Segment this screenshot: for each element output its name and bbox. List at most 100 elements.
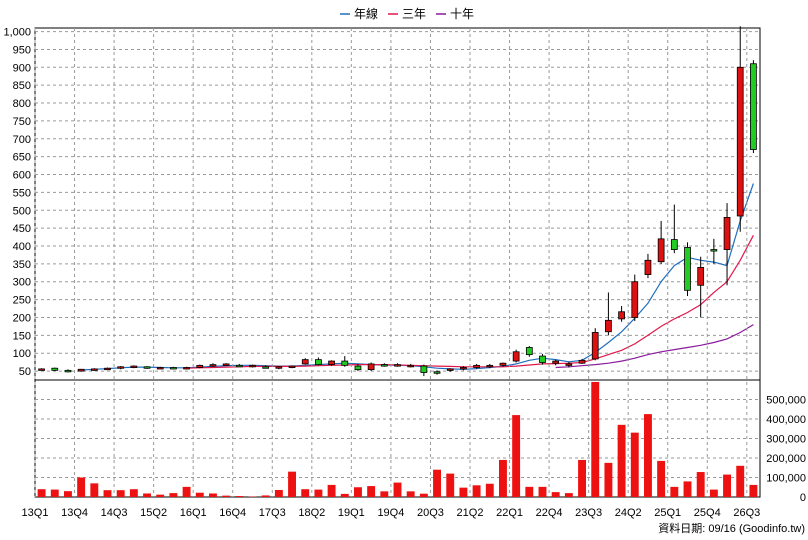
volume-bar — [169, 493, 178, 497]
price-tick-label: 600 — [13, 170, 31, 182]
candle-body — [328, 360, 335, 366]
volume-tick-label: 200,000 — [766, 453, 806, 465]
x-tick-label: 16Q4 — [219, 507, 246, 519]
x-tick-label: 25Q4 — [694, 507, 721, 519]
volume-bar — [551, 492, 560, 497]
volume-bar — [578, 459, 586, 497]
candle-body — [605, 319, 612, 333]
candle-body — [354, 365, 362, 371]
volume-bar — [314, 489, 323, 497]
volume-bar — [116, 490, 125, 497]
x-tick-label: 22Q1 — [496, 507, 523, 519]
volume-bar — [367, 486, 376, 497]
candle-body — [196, 364, 204, 368]
candle-body — [262, 366, 270, 369]
volume-bar — [156, 494, 165, 497]
price-tick-label: 900 — [13, 62, 31, 74]
x-tick-label: 17Q3 — [259, 507, 286, 519]
candle-body — [473, 364, 480, 368]
candle-body — [697, 267, 705, 286]
price-plot-area — [34, 27, 761, 381]
price-tick-label: 300 — [13, 277, 31, 289]
volume-bar — [723, 474, 731, 497]
x-tick-label: 22Q4 — [536, 507, 563, 519]
volume-bar — [446, 473, 455, 497]
volume-tick-label: 500,000 — [766, 395, 806, 407]
volume-bar — [354, 487, 362, 497]
candle-body — [539, 355, 546, 363]
candle-body — [301, 359, 309, 365]
volume-bar — [261, 495, 270, 497]
candle-body — [183, 367, 190, 370]
candle-body — [578, 359, 586, 364]
x-tick-label: 25Q1 — [654, 507, 681, 519]
candle-body — [341, 360, 349, 366]
volume-bar — [222, 495, 231, 497]
volume-bar — [749, 484, 758, 497]
x-tick-label: 23Q3 — [575, 507, 602, 519]
candle-body — [460, 367, 467, 370]
price-panel: 50 100 150 200 250 300 350 400 450 500 550 600 650 70… — [3, 26, 761, 381]
candle-body — [104, 367, 111, 371]
x-tick-label: 20Q3 — [417, 507, 444, 519]
candle-body — [315, 359, 322, 366]
volume-bar — [525, 486, 534, 497]
legend-label-2: 三年 — [402, 7, 426, 21]
volume-bar — [736, 465, 745, 497]
volume-bar — [485, 483, 494, 497]
x-tick-label: 13Q1 — [22, 507, 49, 519]
candle-body — [249, 364, 256, 368]
volume-tick-label: 100,000 — [766, 473, 806, 485]
volume-bar — [103, 490, 112, 497]
candle-body — [209, 364, 217, 367]
candle-body — [275, 366, 283, 369]
price-tick-label: 400 — [13, 241, 31, 253]
volume-bar — [459, 487, 468, 497]
x-tick-label: 24Q2 — [615, 507, 642, 519]
candle-body — [433, 371, 441, 374]
volume-bar — [630, 432, 639, 497]
volume-bar — [380, 491, 389, 497]
volume-bar — [37, 489, 46, 497]
volume-bar — [90, 483, 99, 497]
volume-bar — [143, 493, 151, 497]
legend-label-3: 十年 — [450, 7, 474, 21]
volume-tick-label: 400,000 — [766, 414, 806, 426]
volume-bar — [472, 485, 481, 497]
volume-bar — [209, 493, 217, 497]
candle-body — [710, 249, 718, 252]
volume-bar — [129, 489, 138, 497]
candle-body — [222, 363, 230, 366]
candle-body — [288, 365, 296, 368]
volume-bar — [195, 492, 204, 497]
price-tick-label: 450 — [13, 223, 31, 235]
volume-bar — [406, 491, 415, 497]
candle-body — [117, 366, 125, 369]
candle-body — [170, 367, 177, 370]
price-tick-label: 500 — [13, 205, 31, 217]
x-tick-label: 19Q4 — [377, 507, 404, 519]
price-tick-label: 550 — [13, 187, 31, 199]
volume-bar — [433, 469, 441, 497]
candle-body — [420, 365, 428, 373]
volume-bar — [77, 477, 86, 497]
candle-body — [552, 360, 560, 364]
volume-bar — [50, 489, 59, 497]
volume-bar — [591, 381, 600, 497]
candle-body — [486, 364, 494, 368]
volume-bar — [657, 460, 666, 497]
candle-body — [38, 368, 45, 371]
candle-body — [499, 362, 507, 366]
candle-body — [670, 239, 678, 250]
x-tick-label: 19Q1 — [338, 507, 365, 519]
volume-bar — [683, 481, 692, 497]
candle-body — [367, 363, 375, 371]
price-tick-label: 250 — [13, 295, 31, 307]
x-tick-label: 13Q4 — [61, 507, 88, 519]
volume-bar — [393, 482, 402, 497]
volume-bar — [274, 489, 283, 497]
volume-bar — [64, 491, 72, 497]
candle-body — [736, 66, 744, 217]
